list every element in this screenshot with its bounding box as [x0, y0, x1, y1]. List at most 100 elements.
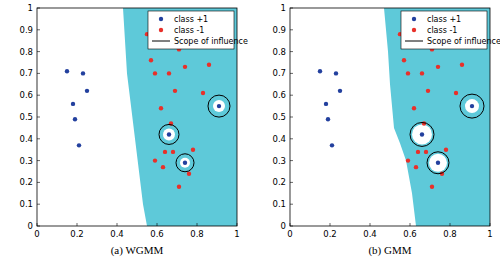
y-tick-label: 0.3 — [272, 156, 286, 166]
point — [406, 71, 410, 75]
point — [326, 117, 330, 121]
legend-line — [405, 41, 423, 42]
point — [414, 165, 418, 169]
point — [207, 62, 211, 66]
x-tick — [117, 223, 118, 226]
x-tick-label: 1 — [487, 229, 492, 239]
point — [177, 185, 181, 189]
scope-circle — [208, 95, 230, 117]
point — [334, 71, 338, 75]
y-tick — [37, 182, 40, 183]
x-tick-label: 0.6 — [150, 229, 164, 239]
y-tick-label: 1 — [28, 3, 33, 13]
point — [217, 104, 221, 108]
point — [454, 91, 458, 95]
point — [426, 89, 430, 93]
y-tick — [290, 160, 293, 161]
y-tick-label: 0.5 — [19, 112, 33, 122]
point — [436, 161, 440, 165]
legend: class +1 class -1 Scope of influence — [401, 11, 500, 49]
point — [159, 106, 163, 110]
x-tick-label: 1 — [234, 229, 239, 239]
point — [167, 132, 171, 136]
legend-label: Scope of influence — [174, 37, 248, 46]
y-tick-label: 0.6 — [19, 90, 33, 100]
point — [167, 71, 171, 75]
point — [191, 148, 195, 152]
point — [163, 150, 167, 154]
point — [416, 150, 420, 154]
point — [318, 69, 322, 73]
x-tick-label: 0.2 — [70, 229, 84, 239]
caption: (b) GMM — [368, 244, 411, 257]
point — [420, 71, 424, 75]
point — [149, 58, 153, 62]
x-tick — [290, 223, 291, 226]
point — [81, 71, 85, 75]
scope-circle — [159, 124, 179, 144]
y-tick-label: 0.4 — [272, 134, 286, 144]
y-tick-label: 0.7 — [19, 68, 33, 78]
x-tick — [37, 223, 38, 226]
y-tick — [37, 8, 40, 9]
legend-marker — [159, 28, 163, 32]
x-tick — [370, 223, 371, 226]
point — [71, 102, 75, 106]
region-hole — [163, 128, 175, 140]
figure: 00.20.40.60.8100.10.20.30.40.50.60.70.80… — [0, 0, 500, 263]
point — [201, 91, 205, 95]
y-tick — [37, 95, 40, 96]
x-tick — [77, 223, 78, 226]
x-tick-label: 0.4 — [363, 229, 377, 239]
region-hole — [180, 158, 190, 168]
point — [412, 106, 416, 110]
point — [470, 104, 474, 108]
legend-label: class -1 — [427, 26, 457, 35]
y-tick — [37, 29, 40, 30]
x-tick — [197, 223, 198, 226]
x-tick — [450, 223, 451, 226]
point — [436, 65, 440, 69]
x-tick — [157, 223, 158, 226]
x-tick-label: 0.8 — [190, 229, 204, 239]
y-tick — [290, 73, 293, 74]
x-tick-label: 0.6 — [403, 229, 417, 239]
y-tick-label: 1 — [281, 3, 286, 13]
legend-label: class -1 — [174, 26, 204, 35]
y-tick — [37, 160, 40, 161]
point — [460, 62, 464, 66]
x-tick — [410, 223, 411, 226]
point — [183, 65, 187, 69]
point — [153, 71, 157, 75]
point — [330, 143, 334, 147]
scope-circle — [427, 152, 449, 174]
point — [430, 185, 434, 189]
caption: (a) WGMM — [111, 244, 164, 257]
point — [153, 158, 157, 162]
region-hole — [465, 99, 479, 113]
y-tick — [290, 95, 293, 96]
y-tick — [290, 182, 293, 183]
legend-label: class +1 — [427, 15, 461, 24]
point — [444, 148, 448, 152]
y-tick — [290, 29, 293, 30]
point — [338, 89, 342, 93]
point — [171, 150, 175, 154]
y-tick — [290, 204, 293, 205]
y-tick-label: 0.2 — [272, 177, 286, 187]
y-tick — [290, 117, 293, 118]
scope-circle — [410, 122, 434, 146]
panel: 00.20.40.60.8100.10.20.30.40.50.60.70.80… — [19, 3, 247, 257]
y-tick — [37, 73, 40, 74]
region-hole — [213, 100, 225, 112]
legend-label: Scope of influence — [427, 37, 500, 46]
y-tick-label: 0 — [281, 221, 286, 231]
point — [424, 150, 428, 154]
point — [161, 165, 165, 169]
scope-circle — [460, 94, 484, 118]
x-tick-label: 0.8 — [443, 229, 457, 239]
y-tick-label: 0.7 — [272, 68, 286, 78]
y-tick — [290, 138, 293, 139]
legend-marker — [159, 17, 163, 21]
scope-circle — [176, 154, 194, 172]
